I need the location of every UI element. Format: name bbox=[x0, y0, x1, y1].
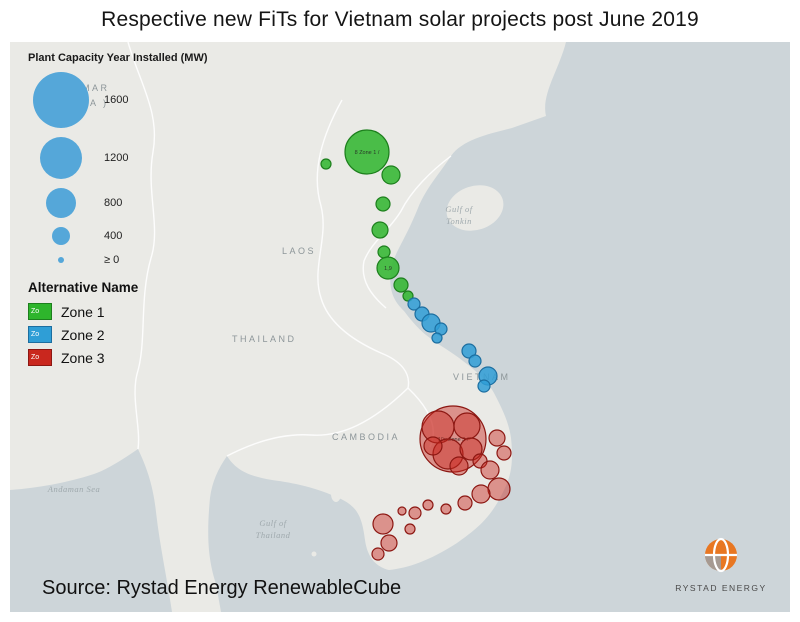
brand-block: RYSTAD ENERGY bbox=[656, 536, 786, 593]
country-label: MA ) bbox=[80, 98, 109, 108]
bubble-zone-1[interactable] bbox=[371, 221, 389, 239]
bubble-zone-3[interactable] bbox=[408, 506, 422, 520]
bubble-zone-1[interactable] bbox=[377, 245, 391, 259]
zone-label: Zone 2 bbox=[61, 326, 105, 343]
bubble-zone-1[interactable] bbox=[381, 165, 401, 185]
island-small-3 bbox=[349, 586, 353, 590]
country-label: THAILAND bbox=[232, 334, 297, 344]
bubble-zone-3[interactable] bbox=[457, 495, 473, 511]
size-legend: 1600 1200 800 400 ≥ 0 bbox=[28, 72, 228, 266]
zone-legend: Zo Zone 1 Zo Zone 2 Zo Zone 3 bbox=[28, 303, 228, 366]
bubble-zone-3[interactable] bbox=[380, 534, 398, 552]
size-legend-row: 400 bbox=[28, 227, 228, 245]
country-label: LAOS bbox=[282, 246, 316, 256]
zone-legend-title: Alternative Name bbox=[28, 280, 139, 295]
bubble-zone-1[interactable] bbox=[393, 277, 409, 293]
water-label: Gulf of bbox=[259, 518, 287, 528]
size-legend-circle-cell bbox=[28, 137, 94, 179]
brand-name: RYSTAD ENERGY bbox=[675, 583, 767, 593]
mainland-landmass bbox=[10, 42, 566, 612]
bubble-zone-2[interactable] bbox=[461, 343, 477, 359]
size-legend-row: ≥ 0 bbox=[28, 254, 228, 266]
size-legend-circle-cell bbox=[28, 227, 94, 245]
zone-label: Zone 1 bbox=[61, 303, 105, 320]
size-legend-circle bbox=[40, 137, 82, 179]
bubble-zone-3[interactable] bbox=[372, 513, 394, 535]
hainan-island bbox=[446, 185, 504, 231]
bubble-zone-3[interactable] bbox=[371, 547, 385, 561]
bubble-zone-3[interactable] bbox=[487, 477, 511, 501]
size-legend-label: 800 bbox=[104, 197, 123, 209]
zone-label: Zone 3 bbox=[61, 349, 105, 366]
size-legend-row: 1600 bbox=[28, 72, 228, 128]
bubble-zone-1[interactable] bbox=[376, 256, 400, 280]
bubble-label: 8 Zone 1 / bbox=[355, 150, 380, 156]
water-label: Gulf of bbox=[445, 204, 473, 214]
bubble-zone-1[interactable] bbox=[320, 158, 332, 170]
bubble-zone-2[interactable] bbox=[407, 297, 421, 311]
water-label: Thailand bbox=[256, 530, 291, 540]
zone-swatch: Zo bbox=[28, 303, 52, 320]
size-legend-row: 800 bbox=[28, 188, 228, 218]
bubble-zone-3[interactable] bbox=[404, 523, 416, 535]
bubble-zone-3[interactable] bbox=[480, 460, 500, 480]
size-legend-circle bbox=[58, 257, 64, 263]
bubble-zone-1[interactable] bbox=[375, 196, 391, 212]
legend: Plant Capacity Year Installed (MW) 1600 1… bbox=[28, 52, 228, 372]
source-caption: Source: Rystad Energy RenewableCube bbox=[42, 577, 402, 599]
size-legend-row: 1200 bbox=[28, 137, 228, 179]
size-legend-circle bbox=[33, 72, 89, 128]
size-legend-circle-cell bbox=[28, 188, 94, 218]
bubble-label: 1,9 bbox=[384, 266, 392, 272]
island-small-2 bbox=[311, 551, 317, 557]
zone-legend-row[interactable]: Zo Zone 2 bbox=[28, 326, 228, 343]
size-legend-circle-cell bbox=[28, 72, 94, 128]
bubble-zone-1[interactable] bbox=[344, 129, 390, 175]
bubble-zone-3[interactable] bbox=[449, 456, 469, 476]
water-label: Andaman Sea bbox=[47, 484, 100, 494]
water-label: Tonkin bbox=[446, 216, 472, 226]
bubble-zone-3[interactable] bbox=[440, 503, 452, 515]
island-small-1 bbox=[331, 486, 341, 502]
bubble-zone-3[interactable] bbox=[453, 412, 481, 440]
zone-swatch: Zo bbox=[28, 326, 52, 343]
country-label: CAMBODIA bbox=[332, 432, 400, 442]
bubble-zone-3[interactable] bbox=[488, 429, 506, 447]
size-legend-label: 1600 bbox=[104, 94, 129, 106]
bubble-zone-3[interactable] bbox=[471, 484, 491, 504]
bubble-zone-2[interactable] bbox=[431, 332, 443, 344]
bubble-zone-2[interactable] bbox=[468, 354, 482, 368]
country-label: MAR bbox=[82, 83, 110, 93]
size-legend-label: ≥ 0 bbox=[104, 254, 120, 266]
size-legend-label: 1200 bbox=[104, 152, 129, 164]
size-legend-circle bbox=[46, 188, 76, 218]
zone-legend-row[interactable]: Zo Zone 3 bbox=[28, 349, 228, 366]
border-line bbox=[316, 99, 410, 389]
bubble-zone-3[interactable] bbox=[397, 506, 407, 516]
border-line bbox=[127, 42, 156, 450]
bubble-zone-2[interactable] bbox=[477, 379, 491, 393]
page-title: Respective new FiTs for Vietnam solar pr… bbox=[101, 8, 699, 31]
zone-swatch: Zo bbox=[28, 349, 52, 366]
bubble-zone-3[interactable] bbox=[496, 445, 512, 461]
size-legend-title: Plant Capacity Year Installed (MW) bbox=[28, 52, 208, 64]
size-legend-label: 400 bbox=[104, 230, 123, 242]
bubble-zone-3[interactable] bbox=[423, 436, 443, 456]
bubble-zone-3[interactable] bbox=[422, 499, 434, 511]
bubble-zone-3[interactable] bbox=[432, 438, 464, 470]
size-legend-circle-cell bbox=[28, 257, 94, 263]
zone-legend-row[interactable]: Zo Zone 1 bbox=[28, 303, 228, 320]
size-legend-circle bbox=[52, 227, 70, 245]
rystad-globe-icon bbox=[705, 537, 737, 573]
